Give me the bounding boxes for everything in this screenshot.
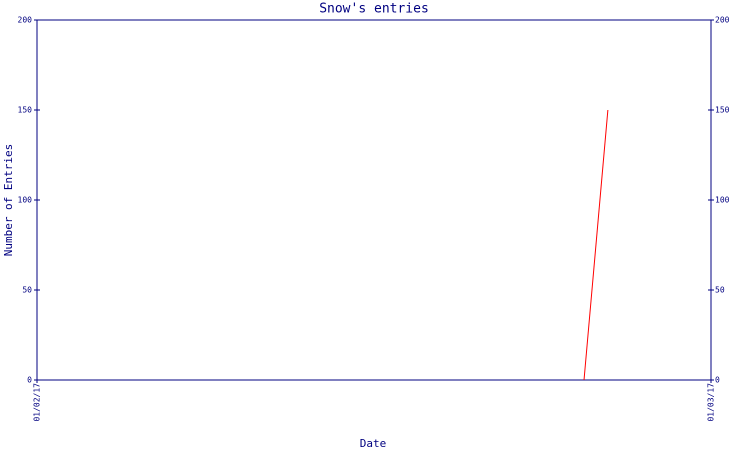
y2-tick-label: 150 — [715, 106, 730, 115]
y2-tick-label: 50 — [715, 286, 725, 295]
x-axis-title: Date — [360, 437, 387, 450]
chart-title: Snow's entries — [319, 2, 429, 17]
data-line — [583, 109, 609, 381]
y-tick-label: 0 — [27, 376, 32, 385]
y-tick-label: 100 — [18, 196, 33, 205]
y-tick-label: 50 — [22, 286, 32, 295]
y-tick-label: 150 — [18, 106, 33, 115]
y2-tick-label: 200 — [715, 16, 730, 25]
x-tick-label: 01/02/17 — [33, 383, 42, 422]
x-tick-label: 01/03/17 — [707, 383, 716, 422]
y2-tick-label: 0 — [715, 376, 720, 385]
y-tick-label: 200 — [18, 16, 33, 25]
y2-tick-label: 100 — [715, 196, 730, 205]
y-axis-title: Number of Entries — [2, 144, 15, 257]
